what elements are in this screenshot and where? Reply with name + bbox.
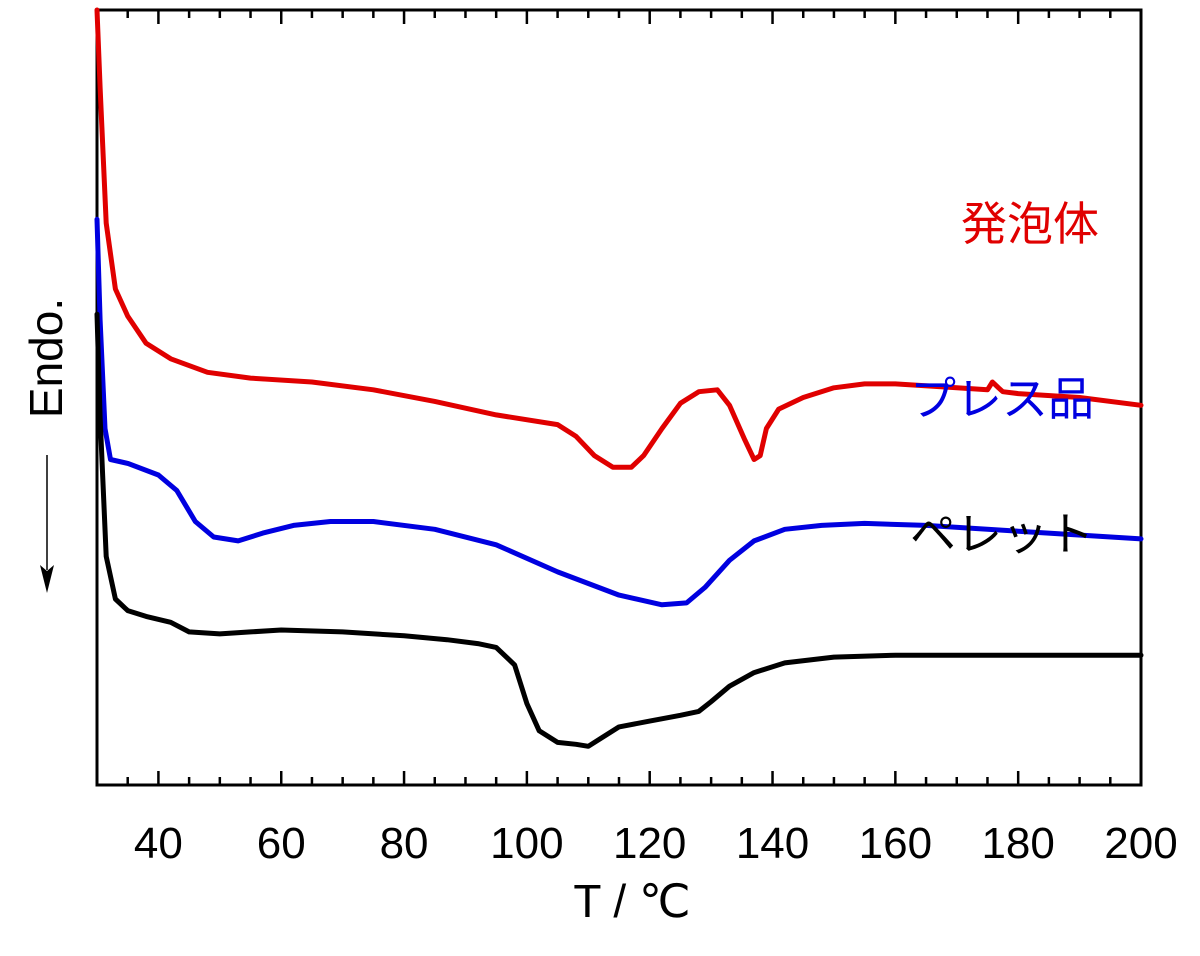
x-tick-label: 160 — [859, 819, 932, 868]
x-tick-label: 140 — [736, 819, 809, 868]
series-line-0 — [94, 7, 1144, 470]
x-tick-label: 180 — [981, 819, 1054, 868]
series-label-2: ペレット — [910, 507, 1094, 561]
series-group — [94, 7, 1144, 749]
x-axis-tick-labels: 40 60 80 100 120 140 160 180 200 — [134, 819, 1178, 868]
series-line-1 — [94, 216, 1144, 608]
x-tick-label: 200 — [1104, 819, 1177, 868]
x-tick-label: 40 — [134, 819, 183, 868]
series-label-1: プレス品 — [910, 372, 1094, 426]
endo-arrow-icon — [40, 455, 54, 593]
series-line-2 — [94, 311, 1144, 749]
x-tick-label: 100 — [490, 819, 563, 868]
x-axis-ticks — [95, 10, 1143, 785]
x-tick-label: 80 — [380, 819, 429, 868]
series-label-0: 発泡体 — [961, 197, 1099, 251]
x-tick-label: 120 — [613, 819, 686, 868]
x-tick-label: 60 — [257, 819, 306, 868]
y-axis-label: Endo. — [20, 298, 72, 418]
x-axis-label: T / ℃ — [573, 875, 690, 927]
